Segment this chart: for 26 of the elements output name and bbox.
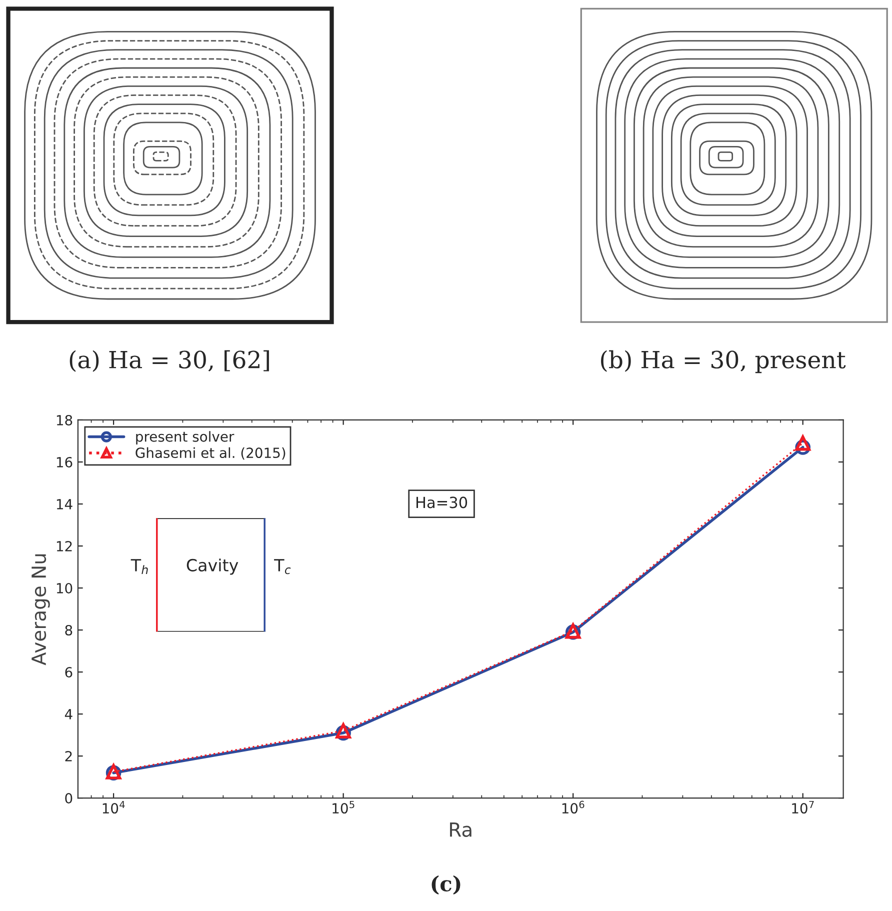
text: (c) — [432, 875, 460, 894]
y-tick-label: 10 — [56, 582, 72, 594]
y-tick-label: 8 — [65, 624, 72, 636]
y-tick-label: 6 — [65, 666, 72, 678]
y-axis-title: Average Nu — [32, 554, 50, 666]
x-tick-label: 10$^{7}$ — [792, 800, 814, 814]
x-tick-label: 10$^{4}$ — [102, 800, 125, 814]
y-tick-label: 14 — [56, 499, 72, 510]
point — [795, 435, 810, 451]
y-tick-label: 0 — [65, 793, 72, 804]
y-tick-label: 12 — [56, 540, 72, 552]
legend-label: present solver — [136, 431, 234, 445]
x-axis-title: Ra — [450, 822, 472, 837]
y-tick-label: 4 — [64, 709, 72, 720]
text: (a) Ha = 30, [62] — [70, 350, 269, 372]
annotation: T$_{h}$ — [130, 559, 148, 574]
x-tick-label: 10$^{6}$ — [562, 800, 584, 814]
text: (b) Ha = 30, present — [601, 350, 846, 374]
y-tick-label: 2 — [65, 750, 72, 762]
annotation: T$_{c}$ — [274, 559, 291, 574]
annotation: Cavity — [186, 558, 238, 575]
y-tick-label: 16 — [56, 456, 72, 468]
legend-label: Ghasemi et al. (2015) — [136, 447, 286, 460]
annotation: Ha=30 — [416, 496, 468, 508]
x-tick-label: 10$^{5}$ — [332, 800, 354, 814]
y-tick-label: 18 — [56, 414, 72, 426]
